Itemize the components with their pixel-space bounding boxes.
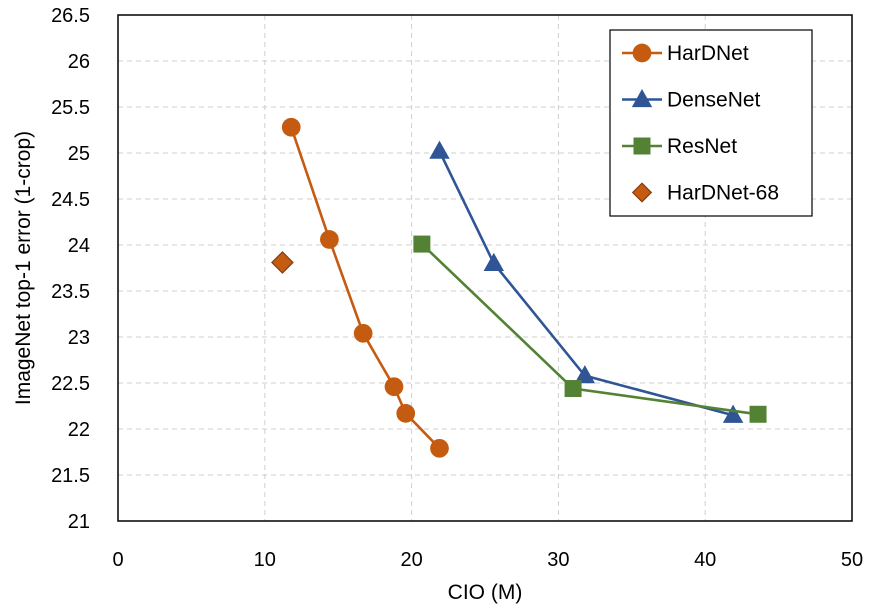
data-point-resnet	[413, 235, 431, 253]
x-tick-label: 10	[254, 549, 276, 571]
y-tick-label: 21	[68, 511, 90, 533]
series-densenet	[429, 140, 744, 423]
data-point-hardnet-68	[271, 251, 294, 274]
x-tick-label: 20	[400, 549, 422, 571]
legend: HarDNet DenseNet ResNet HarDNet-68	[609, 29, 813, 217]
series-group	[271, 117, 767, 458]
data-point-hardnet	[281, 117, 301, 137]
y-tick-label: 22.5	[51, 373, 90, 395]
y-tick-label: 23	[68, 327, 90, 349]
x-tick-label: 30	[547, 549, 569, 571]
legend-item-hardnet-68: HarDNet-68	[631, 182, 779, 205]
legend-item-resnet: ResNet	[622, 135, 737, 158]
legend-label-resnet: ResNet	[667, 135, 737, 158]
series-line-densenet	[438, 150, 734, 417]
data-point-hardnet	[320, 230, 339, 249]
legend-label-hardnet: HarDNet	[667, 42, 749, 65]
series-resnet	[413, 235, 767, 423]
plot-area-frame	[117, 14, 853, 522]
y-tick-label: 25	[68, 143, 90, 165]
data-point-resnet	[749, 405, 767, 423]
x-axis-title: CIO (M)	[448, 581, 523, 604]
y-tick-label: 21.5	[51, 465, 90, 487]
data-point-densenet	[722, 404, 744, 423]
series-hardnet	[281, 117, 449, 458]
y-tick-label: 23.5	[51, 281, 90, 303]
y-axis-title: ImageNet top-1 error (1-crop)	[12, 131, 35, 405]
y-tick-label: 26	[68, 51, 90, 73]
data-point-resnet	[564, 380, 582, 398]
legend-item-densenet: DenseNet	[622, 89, 761, 112]
x-tick-label: 50	[841, 549, 863, 571]
data-point-hardnet	[384, 377, 404, 397]
series-line-resnet	[420, 243, 759, 416]
data-point-hardnet	[353, 323, 373, 343]
series-line-hardnet	[289, 126, 441, 450]
data-point-densenet	[429, 140, 450, 159]
x-tick-label: 0	[112, 549, 123, 571]
legend-marker-hardnet-68	[631, 182, 653, 203]
legend-label-hardnet-68: HarDNet-68	[667, 182, 779, 205]
y-tick-label: 26.5	[51, 5, 90, 27]
legend-label-densenet: DenseNet	[667, 89, 761, 112]
y-tick-label: 24.5	[51, 189, 90, 211]
legend-item-hardnet: HarDNet	[622, 42, 749, 65]
y-axis-ticks: 21 21.5 22 22.5 23 23.5 24 24.5 25 25.5 26 26.5	[51, 5, 90, 533]
y-tick-label: 25.5	[51, 97, 90, 119]
legend-marker-resnet	[633, 137, 651, 155]
data-point-densenet	[574, 365, 596, 384]
legend-marker-hardnet	[632, 43, 652, 63]
y-tick-label: 22	[68, 419, 90, 441]
series-hardnet-68	[271, 251, 294, 274]
data-point-hardnet	[430, 438, 449, 458]
data-point-densenet	[483, 252, 505, 272]
data-point-hardnet	[396, 404, 416, 423]
y-tick-label: 24	[68, 235, 90, 257]
legend-marker-densenet	[631, 88, 653, 108]
x-tick-label: 40	[694, 549, 716, 571]
x-axis-ticks: 0 10 20 30 40 50	[112, 549, 863, 571]
